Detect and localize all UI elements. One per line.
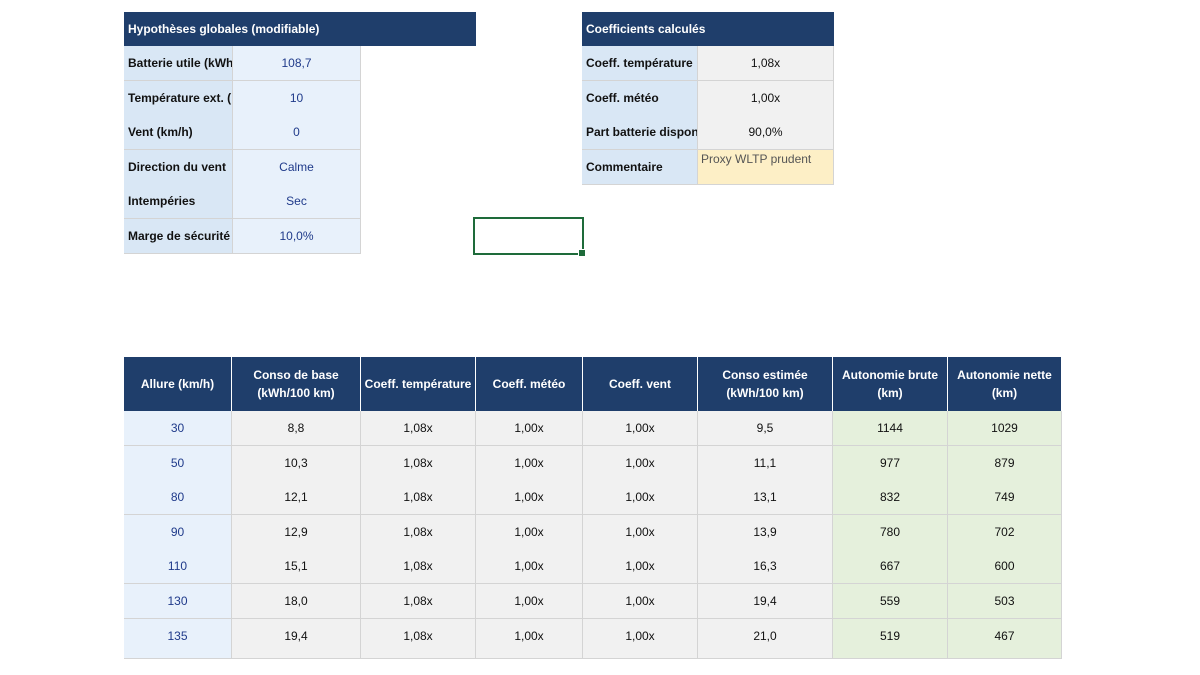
comment-cell[interactable]: Proxy WLTP prudent (698, 149, 834, 185)
table-cell[interactable]: 1,08x (361, 480, 476, 516)
table-cell[interactable]: 12,9 (232, 514, 361, 550)
table-cell-partial[interactable] (583, 653, 698, 659)
table-cell[interactable]: 1,08x (361, 584, 476, 619)
table-cell[interactable]: 1,08x (361, 618, 476, 654)
table-cell[interactable]: 21,0 (698, 618, 833, 654)
table-cell[interactable]: 1,00x (583, 480, 698, 516)
column-header[interactable]: Conso de base (kWh/100 km) (232, 357, 361, 411)
table-cell[interactable]: 559 (833, 584, 948, 619)
table-cell[interactable]: 8,8 (232, 411, 361, 446)
column-header[interactable]: Conso estimée (kWh/100 km) (698, 357, 833, 411)
table-cell[interactable]: 1,00x (476, 411, 583, 446)
table-cell[interactable]: 1144 (833, 411, 948, 446)
table-cell[interactable]: 1,00x (583, 514, 698, 550)
coefficient-value[interactable]: 90,0% (698, 115, 834, 151)
table-cell-partial[interactable] (361, 653, 476, 659)
table-cell[interactable]: 1,00x (476, 445, 583, 481)
assumption-input[interactable]: Sec (233, 184, 361, 220)
coefficient-label: Coeff. température (582, 46, 698, 81)
table-cell[interactable]: 1,08x (361, 549, 476, 585)
table-cell[interactable]: 1,00x (583, 445, 698, 481)
table-cell[interactable]: 19,4 (698, 584, 833, 619)
table-cell[interactable]: 18,0 (232, 584, 361, 619)
assumption-label: Température ext. ( (124, 80, 233, 116)
table-cell[interactable]: 977 (833, 445, 948, 481)
table-cell[interactable]: 519 (833, 618, 948, 654)
assumption-label: Vent (km/h) (124, 115, 233, 151)
table-cell[interactable]: 667 (833, 549, 948, 585)
assumption-input[interactable]: Calme (233, 149, 361, 185)
assumption-input[interactable]: 108,7 (233, 46, 361, 81)
coefficient-label: Coeff. météo (582, 80, 698, 116)
coefficients-title[interactable]: Coefficients calculés (582, 12, 834, 46)
table-cell[interactable]: 12,1 (232, 480, 361, 516)
table-cell[interactable]: 10,3 (232, 445, 361, 481)
table-cell[interactable]: 13,9 (698, 514, 833, 550)
table-cell[interactable]: 19,4 (232, 618, 361, 654)
table-cell[interactable]: 702 (948, 514, 1062, 550)
table-cell[interactable]: 1,00x (476, 514, 583, 550)
column-header[interactable]: Autonomie brute (km) (833, 357, 948, 411)
coefficient-value[interactable]: 1,08x (698, 46, 834, 81)
table-cell-partial[interactable] (698, 653, 833, 659)
table-cell[interactable]: 879 (948, 445, 1062, 481)
assumption-input[interactable]: 10 (233, 80, 361, 116)
active-cell-selection[interactable] (473, 217, 586, 257)
assumption-input[interactable]: 10,0% (233, 219, 361, 254)
table-cell[interactable]: 1,00x (476, 480, 583, 516)
table-cell[interactable]: 1,00x (476, 618, 583, 654)
speed-cell[interactable]: 50 (124, 445, 232, 481)
table-cell[interactable]: 1,00x (476, 584, 583, 619)
speed-cell[interactable]: 130 (124, 584, 232, 619)
table-cell-partial[interactable] (833, 653, 948, 659)
table-cell[interactable]: 1,00x (583, 618, 698, 654)
speed-cell[interactable]: 90 (124, 514, 232, 550)
table-cell[interactable]: 15,1 (232, 549, 361, 585)
table-cell[interactable]: 1,00x (583, 411, 698, 446)
table-cell-partial[interactable] (232, 653, 361, 659)
assumptions-title[interactable]: Hypothèses globales (modifiable) (124, 12, 476, 46)
assumption-label: Intempéries (124, 184, 233, 220)
assumption-label: Direction du vent (124, 149, 233, 185)
table-cell[interactable]: 13,1 (698, 480, 833, 516)
assumption-label: Marge de sécurité (124, 219, 233, 254)
table-cell[interactable]: 780 (833, 514, 948, 550)
speed-cell[interactable]: 135 (124, 618, 232, 654)
table-cell[interactable]: 467 (948, 618, 1062, 654)
column-header[interactable]: Autonomie nette (km) (948, 357, 1062, 411)
column-header[interactable]: Allure (km/h) (124, 357, 232, 411)
column-header[interactable]: Coeff. température (361, 357, 476, 411)
table-cell[interactable]: 600 (948, 549, 1062, 585)
assumption-input[interactable]: 0 (233, 115, 361, 151)
table-cell[interactable]: 1,08x (361, 411, 476, 446)
table-cell[interactable]: 9,5 (698, 411, 833, 446)
table-cell[interactable]: 1,00x (583, 549, 698, 585)
coefficient-label: Part batterie disponi (582, 115, 698, 151)
table-cell-partial[interactable] (124, 653, 232, 659)
table-cell[interactable]: 1,00x (583, 584, 698, 619)
table-cell-partial[interactable] (948, 653, 1062, 659)
coefficient-value[interactable]: 1,00x (698, 80, 834, 116)
table-cell[interactable]: 11,1 (698, 445, 833, 481)
table-cell-partial[interactable] (476, 653, 583, 659)
table-cell[interactable]: 1,08x (361, 514, 476, 550)
table-cell[interactable]: 16,3 (698, 549, 833, 585)
speed-cell[interactable]: 80 (124, 480, 232, 516)
speed-cell[interactable]: 30 (124, 411, 232, 446)
speed-cell[interactable]: 110 (124, 549, 232, 585)
table-cell[interactable]: 749 (948, 480, 1062, 516)
column-header[interactable]: Coeff. météo (476, 357, 583, 411)
fill-handle[interactable] (578, 249, 586, 257)
table-cell[interactable]: 503 (948, 584, 1062, 619)
column-header[interactable]: Coeff. vent (583, 357, 698, 411)
assumption-label: Batterie utile (kWh (124, 46, 233, 81)
table-cell[interactable]: 832 (833, 480, 948, 516)
coefficient-label: Commentaire (582, 149, 698, 185)
table-cell[interactable]: 1029 (948, 411, 1062, 446)
table-cell[interactable]: 1,00x (476, 549, 583, 585)
table-cell[interactable]: 1,08x (361, 445, 476, 481)
